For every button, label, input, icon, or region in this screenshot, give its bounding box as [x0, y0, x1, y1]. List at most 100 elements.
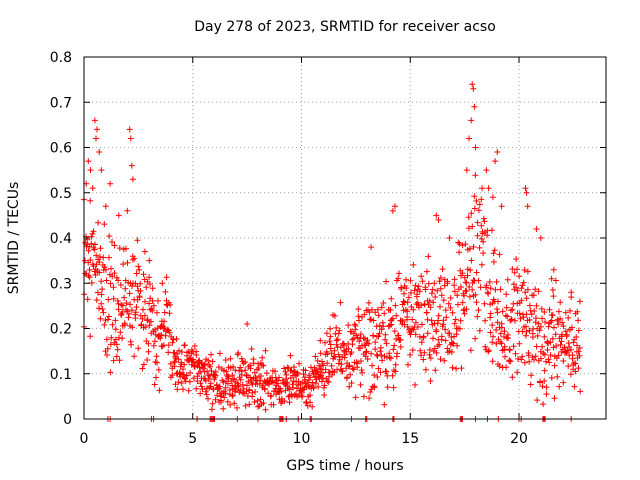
data-points — [80, 81, 584, 422]
data-point — [251, 399, 258, 405]
data-point — [103, 277, 110, 284]
data-point — [294, 371, 301, 377]
data-point — [323, 330, 330, 337]
data-point — [547, 339, 554, 346]
data-point — [227, 401, 234, 408]
data-point — [151, 338, 158, 345]
data-point — [94, 126, 100, 133]
data-point — [422, 284, 429, 291]
data-point — [544, 346, 551, 353]
data-point — [543, 384, 550, 391]
data-point — [465, 214, 472, 221]
data-point — [520, 279, 527, 286]
data-point — [202, 388, 209, 395]
data-point — [530, 292, 537, 299]
data-point — [423, 268, 430, 275]
data-point — [532, 353, 539, 360]
data-point — [410, 261, 417, 268]
data-point — [220, 405, 227, 412]
data-point — [515, 355, 521, 362]
data-point — [407, 277, 414, 284]
data-point — [412, 381, 418, 388]
data-point — [102, 266, 109, 273]
data-point — [557, 299, 564, 306]
data-point — [523, 295, 530, 302]
data-point — [150, 302, 157, 309]
data-point — [502, 312, 509, 319]
data-point — [85, 158, 92, 165]
data-point — [307, 399, 314, 406]
data-point — [113, 353, 120, 360]
data-point — [411, 287, 418, 294]
data-point — [193, 385, 200, 392]
data-point — [358, 358, 364, 364]
data-point — [110, 357, 117, 364]
data-point — [374, 352, 381, 359]
data-point — [315, 383, 322, 390]
data-point — [205, 395, 211, 402]
data-point — [113, 341, 120, 348]
chart-title: Day 278 of 2023, SRMTID for receiver acs… — [194, 19, 496, 35]
data-point — [92, 272, 99, 278]
data-point — [418, 273, 425, 280]
data-point — [498, 324, 505, 331]
data-point — [237, 364, 244, 371]
data-point — [104, 316, 111, 323]
data-point — [549, 312, 556, 319]
data-point — [193, 352, 200, 358]
data-point — [501, 333, 507, 340]
data-point — [163, 274, 170, 281]
data-point — [575, 327, 582, 334]
data-point — [151, 381, 158, 388]
data-point — [259, 362, 265, 368]
data-point — [220, 379, 227, 386]
data-point — [463, 288, 470, 295]
data-point — [254, 397, 261, 404]
data-point — [392, 203, 398, 210]
data-point — [503, 364, 510, 371]
data-point — [247, 362, 254, 369]
data-point — [101, 221, 108, 228]
data-point — [415, 324, 421, 330]
data-point — [98, 300, 105, 307]
data-point — [341, 342, 348, 349]
data-point — [144, 316, 151, 323]
data-point — [143, 284, 150, 291]
data-point — [127, 301, 134, 308]
data-point — [539, 343, 546, 350]
data-point — [478, 235, 485, 242]
data-point — [546, 359, 553, 366]
data-point — [137, 288, 144, 294]
data-point — [107, 280, 114, 287]
data-point — [499, 308, 506, 315]
data-point — [175, 356, 182, 363]
data-point — [483, 167, 490, 174]
data-point — [428, 317, 435, 324]
data-point — [381, 310, 388, 317]
data-point — [475, 307, 482, 314]
data-point — [96, 259, 103, 266]
data-point — [557, 341, 564, 348]
data-point — [472, 172, 479, 179]
data-point — [488, 227, 495, 234]
data-point — [389, 207, 396, 214]
data-point — [420, 356, 427, 363]
data-point — [389, 315, 396, 322]
data-point — [218, 399, 224, 406]
data-point — [299, 393, 306, 400]
data-point — [548, 275, 555, 282]
data-point — [379, 319, 386, 326]
data-point — [529, 334, 536, 341]
data-point — [149, 297, 156, 304]
data-point — [207, 363, 214, 370]
data-point — [404, 308, 411, 315]
data-point — [361, 335, 368, 342]
data-point — [555, 308, 562, 315]
data-point — [87, 197, 94, 204]
data-point — [523, 323, 529, 330]
data-point — [473, 269, 480, 276]
data-point — [216, 383, 223, 390]
data-point — [87, 167, 94, 174]
data-point — [140, 271, 147, 278]
data-point — [561, 344, 568, 351]
